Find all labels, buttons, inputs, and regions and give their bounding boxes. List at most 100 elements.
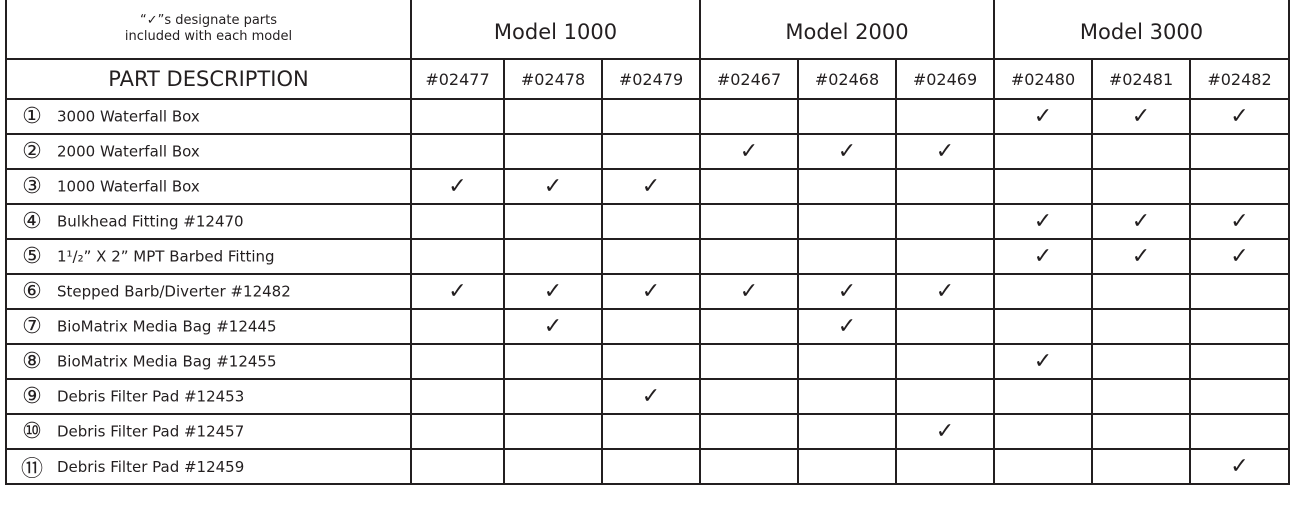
part-number-header: #02480: [993, 58, 1093, 100]
check-icon: ✓: [1230, 453, 1249, 479]
model-header: Model 1000: [410, 0, 701, 60]
part-number-header: #02469: [895, 58, 995, 100]
check-cell: [895, 98, 995, 135]
check-cell: [797, 378, 897, 415]
check-cell: [993, 308, 1093, 345]
part-description: ① 3000 Waterfall Box: [5, 98, 412, 135]
check-icon: ✓: [1230, 103, 1249, 129]
check-icon: ✓: [641, 383, 661, 409]
legend-note: “✓”s designate parts included with each …: [5, 0, 412, 60]
check-cell: [410, 203, 505, 240]
part-name: BioMatrix Media Bag #12455: [57, 352, 277, 371]
check-cell: ✓: [1091, 98, 1191, 135]
item-number: ⑨: [22, 384, 42, 409]
check-cell: ✓: [503, 273, 603, 310]
part-name: 1¹/₂” X 2” MPT Barbed Fitting: [57, 247, 275, 266]
table-row: ④ Bulkhead Fitting #12470 ✓ ✓ ✓: [5, 203, 1290, 240]
check-cell: [503, 378, 603, 415]
part-name: 2000 Waterfall Box: [57, 142, 200, 161]
check-cell: [1189, 308, 1290, 345]
check-cell: [503, 448, 603, 485]
check-cell: [1189, 343, 1290, 380]
check-cell: ✓: [993, 98, 1093, 135]
part-description-header: PART DESCRIPTION: [5, 58, 412, 100]
check-icon: ✓: [837, 138, 857, 164]
item-number: ⑧: [22, 349, 42, 374]
part-name: Debris Filter Pad #12459: [57, 457, 245, 476]
check-cell: [699, 448, 799, 485]
check-icon: ✓: [1131, 208, 1151, 234]
check-cell: [993, 168, 1093, 205]
check-icon: ✓: [1131, 243, 1151, 269]
part-description: ④ Bulkhead Fitting #12470: [5, 203, 412, 240]
check-cell: [797, 238, 897, 275]
check-cell: ✓: [797, 133, 897, 170]
check-cell: ✓: [993, 343, 1093, 380]
check-cell: [993, 378, 1093, 415]
part-description: ③ 1000 Waterfall Box: [5, 168, 412, 205]
item-number: ④: [22, 209, 42, 234]
check-cell: [1091, 378, 1191, 415]
part-name: Bulkhead Fitting #12470: [57, 212, 244, 231]
check-cell: [601, 343, 701, 380]
check-cell: ✓: [601, 273, 701, 310]
check-icon: ✓: [935, 138, 955, 164]
check-icon: ✓: [1033, 348, 1053, 374]
check-cell: [1091, 448, 1191, 485]
check-cell: [993, 413, 1093, 450]
check-cell: [699, 308, 799, 345]
item-number: ①: [22, 104, 42, 129]
check-cell: [1189, 273, 1290, 310]
part-name: Debris Filter Pad #12453: [57, 387, 245, 406]
check-cell: [503, 343, 603, 380]
check-cell: [1189, 133, 1290, 170]
part-name: 1000 Waterfall Box: [57, 177, 200, 196]
check-cell: [1091, 168, 1191, 205]
check-icon: ✓: [448, 278, 467, 304]
check-cell: ✓: [1189, 238, 1290, 275]
check-cell: ✓: [503, 168, 603, 205]
part-name: Stepped Barb/Diverter #12482: [57, 282, 291, 301]
check-cell: ✓: [993, 238, 1093, 275]
check-cell: [503, 98, 603, 135]
check-icon: ✓: [448, 173, 467, 199]
model-header: Model 3000: [993, 0, 1290, 60]
check-cell: [601, 98, 701, 135]
check-cell: [993, 133, 1093, 170]
check-cell: [797, 343, 897, 380]
check-cell: [699, 378, 799, 415]
check-cell: ✓: [1091, 238, 1191, 275]
part-description: ⑥ Stepped Barb/Diverter #12482: [5, 273, 412, 310]
item-number: ⑩: [22, 419, 42, 444]
table-row: ⑧ BioMatrix Media Bag #12455 ✓: [5, 343, 1290, 380]
part-number-header: #02477: [410, 58, 505, 100]
check-icon: ✓: [543, 313, 563, 339]
check-cell: [895, 378, 995, 415]
check-cell: [1091, 133, 1191, 170]
table-row: ⑥ Stepped Barb/Diverter #12482 ✓ ✓ ✓ ✓ ✓ ✓: [5, 273, 1290, 310]
item-number: ⑤: [22, 244, 42, 269]
check-icon: ✓: [543, 278, 563, 304]
check-cell: ✓: [895, 413, 995, 450]
check-icon: ✓: [1230, 243, 1249, 269]
check-cell: [601, 238, 701, 275]
check-cell: [699, 168, 799, 205]
check-cell: [1091, 343, 1191, 380]
check-cell: [993, 273, 1093, 310]
check-cell: [797, 168, 897, 205]
check-cell: [797, 413, 897, 450]
check-icon: ✓: [935, 278, 955, 304]
item-number: ⑥: [22, 279, 42, 304]
check-cell: ✓: [601, 168, 701, 205]
check-cell: [699, 203, 799, 240]
check-icon: ✓: [837, 278, 857, 304]
part-number-header: #02479: [601, 58, 701, 100]
check-cell: ✓: [993, 203, 1093, 240]
item-number: ②: [22, 139, 42, 164]
item-number: ⑪: [20, 456, 43, 482]
check-icon: ✓: [739, 138, 759, 164]
item-number: ③: [22, 174, 42, 199]
check-cell: [503, 238, 603, 275]
check-cell: ✓: [895, 133, 995, 170]
check-cell: [1189, 378, 1290, 415]
